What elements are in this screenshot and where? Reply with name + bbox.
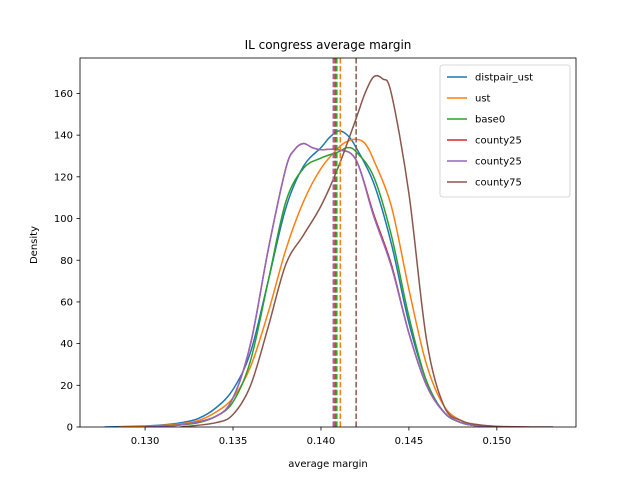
series-line-5 [145,142,497,427]
x-tick-label: 0.135 [219,436,248,447]
legend-entry: county25 [475,136,522,147]
y-tick-label: 0 [67,423,73,434]
x-tick-label: 0.140 [307,436,336,447]
series-line-6 [180,74,554,427]
legend-entry: distpair_ust [475,73,533,84]
y-tick-label: 20 [60,381,73,392]
legend-entry: ust [475,94,491,105]
x-tick-label: 0.150 [483,436,512,447]
x-axis-label: average margin [288,459,367,470]
y-tick-label: 100 [54,214,73,225]
x-tick-label: 0.145 [395,436,424,447]
legend-entry: base0 [475,115,505,126]
axes: 0.130 0.135 0.140 0.145 0.150 0 20 40 60 80 100 120… [54,57,577,447]
y-tick-label: 60 [60,298,73,309]
y-tick-label: 40 [60,339,73,350]
y-tick-label: 80 [60,256,73,267]
y-axis-label: Density [29,226,40,264]
y-tick-label: 140 [54,131,73,142]
series-line-2 [118,138,506,427]
legend-box [439,64,571,198]
axes-frame [79,57,577,428]
x-tick-label: 0.130 [131,436,160,447]
mean-lines [332,58,357,427]
legend-entry: county25 [475,157,522,168]
y-tick-label: 160 [54,89,73,100]
plot-area [104,74,554,427]
y-tick-label: 120 [54,172,73,183]
legend-entry: county75 [475,178,522,189]
chart-title: IL congress average margin [245,38,412,52]
